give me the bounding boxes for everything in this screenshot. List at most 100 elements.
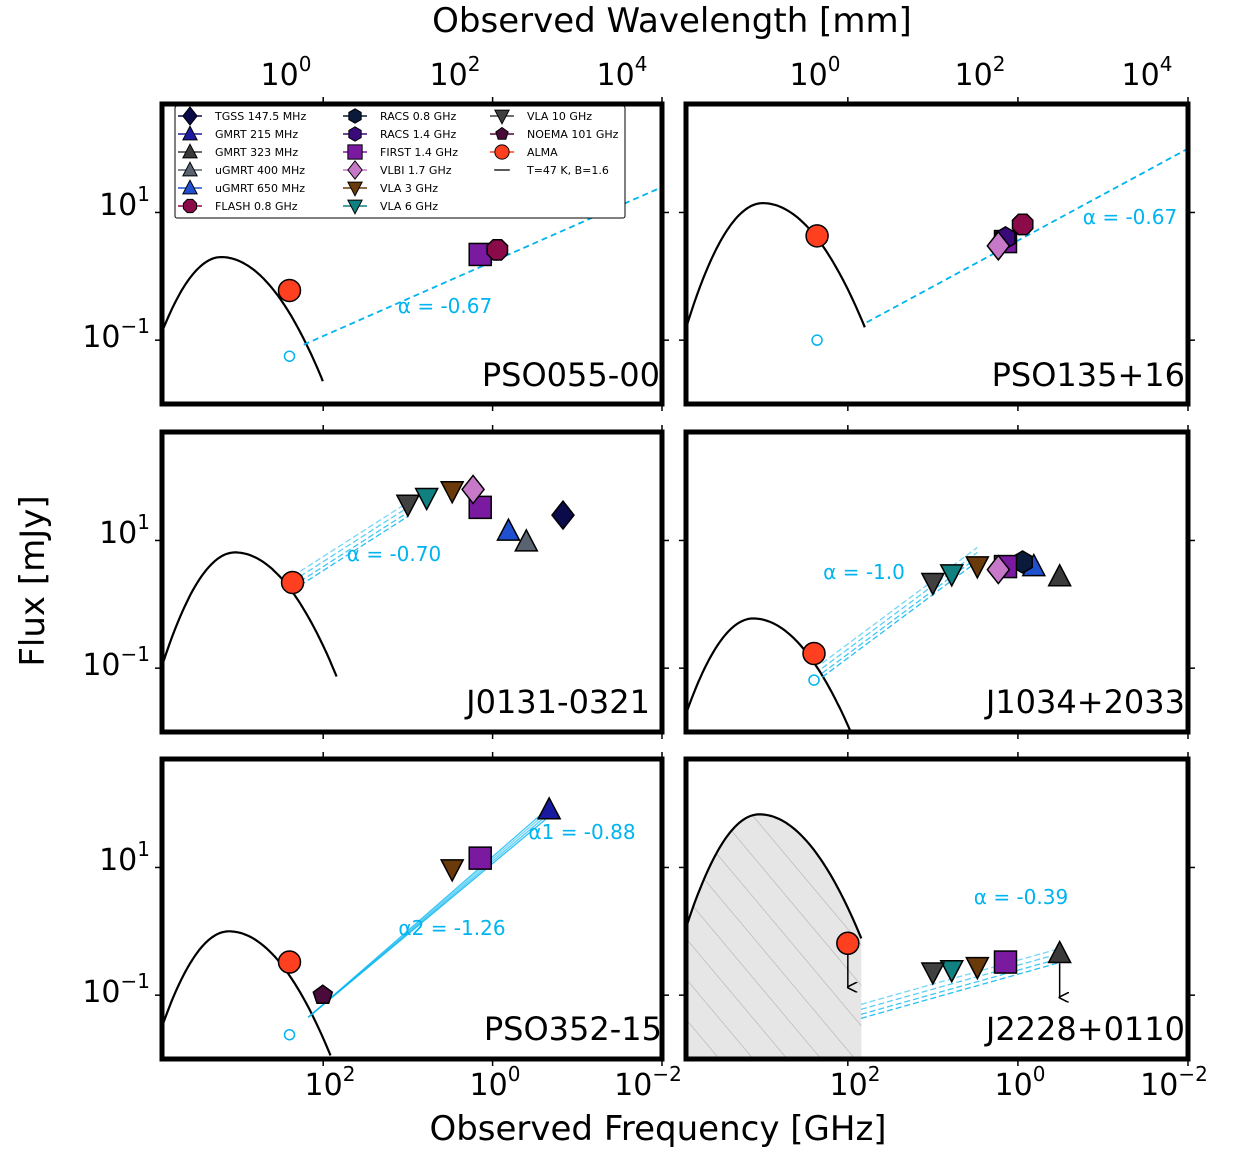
top-tick-left-2: 102 [430, 52, 481, 93]
panel-j1034+2033: J1034+2033 α = -1.0 [679, 425, 1195, 739]
panel-plot-area [686, 813, 1072, 1059]
spectral-fit-line [866, 147, 1188, 324]
source-label: J0131-0321 [464, 683, 650, 721]
legend-marker-group [494, 144, 510, 160]
data-point-triangle-up [514, 528, 539, 552]
bottom-tick-right-2: 100 [995, 1062, 1046, 1103]
legend-marker-triangle-up [182, 143, 198, 159]
spectral-fit-line [307, 804, 553, 1018]
legend-marker-pentagon [495, 126, 509, 140]
legend-label: GMRT 323 MHz [215, 146, 298, 159]
bottom-tick-labels: 102 100 10−2 102 100 10−2 [305, 1062, 1208, 1103]
data-point-triangle-down [939, 564, 964, 588]
legend-marker-group [494, 109, 510, 125]
panel-frame [683, 101, 1191, 407]
y-tick-row1-a: 101 [99, 182, 150, 223]
alpha-label: α = -0.67 [398, 294, 492, 318]
spectral-fit-line [821, 560, 978, 678]
alpha-label: α = -0.39 [974, 885, 1068, 909]
bottom-tick-left-3: 10−2 [614, 1062, 682, 1103]
data-point-diamond [986, 554, 1011, 585]
spectral-fit-line [292, 501, 409, 577]
spectral-fit-line [860, 957, 1061, 1015]
dust-sed-hatch [686, 814, 862, 1059]
source-label: PSO352-15 [484, 1010, 662, 1048]
data-point-pentagon [312, 984, 334, 1004]
y-axis-title: Flux [mJy] [13, 495, 53, 666]
legend-marker-hexagon [348, 108, 362, 124]
bottom-tick-right-3: 10−2 [1140, 1062, 1208, 1103]
data-point-triangle-down [395, 494, 421, 518]
spectral-fit-line [860, 952, 1061, 1010]
top-tick-left-1: 100 [261, 52, 312, 93]
panel-frame [159, 756, 665, 1062]
legend-label: VLBI 1.7 GHz [380, 164, 452, 177]
data-point-triangle-down [414, 487, 439, 512]
dust-sed-curve [162, 930, 332, 1056]
dust-sed-curve [686, 617, 852, 731]
data-point-triangle-down [439, 859, 465, 883]
legend-label: GMRT 215 MHz [215, 128, 298, 141]
dust-sed-curve [162, 256, 324, 382]
data-point-open-circle [811, 334, 823, 346]
data-point-circle [280, 570, 305, 595]
bottom-axis-title: Observed Frequency [GHz] [429, 1109, 886, 1149]
bottom-tick-right-1: 102 [830, 1062, 881, 1103]
legend-marker-group [495, 126, 509, 140]
data-point-triangle-down [920, 572, 946, 597]
bottom-tick-left-2: 100 [470, 1062, 521, 1103]
spectral-fit-line [860, 961, 1061, 1019]
panel-j0131-0321: J0131-0321 α = -0.70 [155, 425, 669, 739]
data-point-triangle-down [965, 956, 990, 981]
dust-sed-curve [162, 551, 338, 677]
legend-marker-octagon [182, 198, 198, 214]
legend-marker-group [347, 144, 363, 160]
legend-label: VLA 3 GHz [380, 182, 438, 195]
legend-marker-group [347, 160, 363, 180]
legend-marker-group [348, 108, 362, 124]
legend-marker-diamond [182, 106, 198, 126]
panel-pso352-15: PSO352-15 α1 = -0.88 α2 = -1.26 [155, 752, 669, 1066]
legend-label: ALMA [527, 146, 558, 159]
data-point-diamond [461, 474, 486, 505]
data-point-square [468, 846, 492, 870]
panel-frame [159, 101, 665, 407]
data-point-diamond [551, 499, 575, 531]
legend-marker-group [182, 143, 198, 159]
data-point-triangle-down [939, 960, 964, 984]
data-point-triangle-down [920, 962, 946, 986]
bottom-tick-left-1: 102 [305, 1062, 356, 1103]
legend-marker-hexagon [348, 126, 362, 142]
y-tick-row2-b: 10−1 [82, 642, 150, 683]
panel-frame [683, 429, 1191, 735]
data-point-circle [836, 931, 860, 956]
legend-label: T=47 K, B=1.6 [526, 164, 609, 177]
spectral-fit-line [821, 556, 978, 674]
legend-marker-diamond [347, 160, 363, 180]
legend-label: VLA 10 GHz [527, 110, 592, 123]
alpha-label: α = -0.67 [1083, 205, 1177, 229]
panel-plot-area [162, 796, 562, 1056]
data-point-triangle-up [536, 796, 562, 820]
panel-plot-area [162, 186, 662, 382]
data-point-circle [277, 278, 302, 303]
data-point-triangle-up [1047, 939, 1072, 964]
panel-frame [159, 429, 665, 735]
legend-marker-group [348, 126, 362, 142]
legend-marker-group [347, 199, 363, 215]
alpha-label: α1 = -0.88 [528, 820, 635, 844]
legend-marker-group [182, 161, 198, 177]
data-point-octagon [486, 238, 509, 261]
legend-marker-group [182, 106, 198, 126]
data-point-diamond [986, 230, 1011, 262]
data-point-triangle-up [1047, 563, 1072, 587]
legend-marker-triangle-up [182, 179, 198, 195]
data-point-open-circle [283, 1028, 296, 1041]
spectral-fit-line [860, 947, 1061, 1005]
legend-label: FLASH 0.8 GHz [215, 200, 298, 213]
data-point-circle [802, 641, 826, 666]
legend-label: RACS 1.4 GHz [380, 128, 456, 141]
alpha-label: α = -0.70 [347, 542, 441, 566]
data-point-triangle-down [439, 481, 465, 505]
panel-frame [683, 756, 1191, 1062]
